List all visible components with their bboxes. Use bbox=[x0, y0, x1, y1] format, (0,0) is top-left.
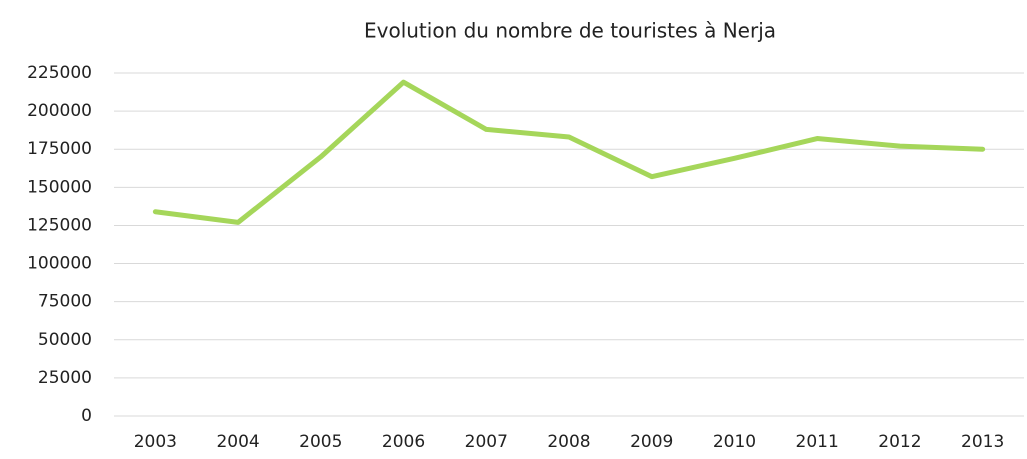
x-tick-label: 2008 bbox=[547, 432, 590, 452]
y-tick-label: 175000 bbox=[27, 139, 92, 159]
x-tick-label: 2010 bbox=[713, 432, 756, 452]
y-tick-label: 150000 bbox=[27, 177, 92, 197]
y-tick-label: 225000 bbox=[27, 63, 92, 83]
x-tick-label: 2013 bbox=[961, 432, 1004, 452]
y-tick-label: 100000 bbox=[27, 254, 92, 274]
y-tick-label: 50000 bbox=[38, 330, 92, 350]
x-tick-label: 2009 bbox=[630, 432, 673, 452]
y-tick-label: 25000 bbox=[38, 368, 92, 388]
data-line bbox=[152, 79, 986, 225]
x-tick-label: 2006 bbox=[382, 432, 425, 452]
x-tick-label: 2012 bbox=[878, 432, 921, 452]
y-tick-label: 75000 bbox=[38, 292, 92, 312]
x-tick-label: 2007 bbox=[465, 432, 508, 452]
x-tick-label: 2011 bbox=[796, 432, 839, 452]
chart-title: Evolution du nombre de touristes à Nerja bbox=[364, 19, 776, 43]
x-tick-label: 2003 bbox=[134, 432, 177, 452]
y-tick-label: 200000 bbox=[27, 101, 92, 121]
x-tick-label: 2005 bbox=[299, 432, 342, 452]
y-tick-label: 125000 bbox=[27, 215, 92, 235]
y-tick-label: 0 bbox=[81, 406, 92, 426]
x-tick-label: 2004 bbox=[216, 432, 259, 452]
